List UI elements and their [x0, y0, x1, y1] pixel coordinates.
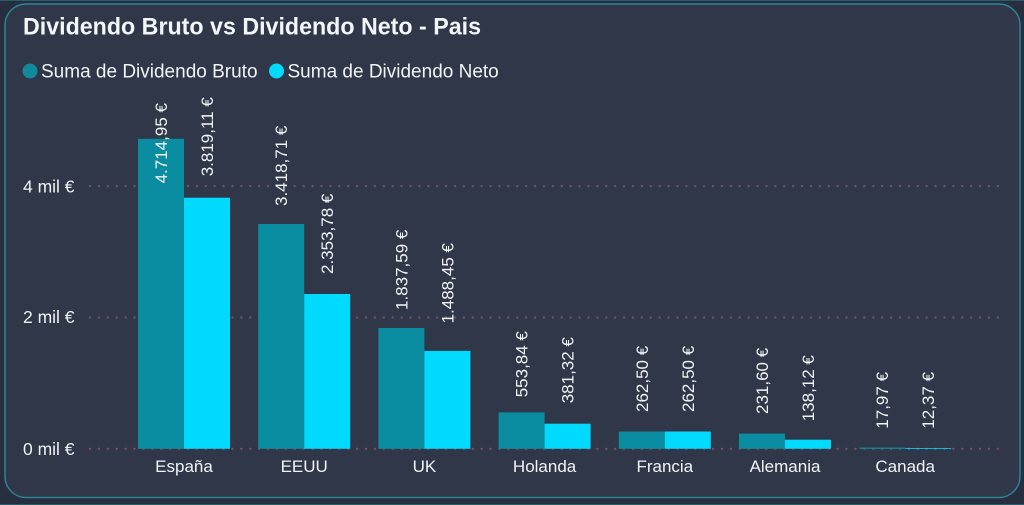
svg-text:231,60 €: 231,60 €	[753, 347, 772, 414]
svg-text:2 mil €: 2 mil €	[23, 307, 75, 327]
svg-text:España: España	[155, 457, 213, 476]
svg-text:138,12 €: 138,12 €	[799, 355, 818, 422]
svg-text:4.714,95 €: 4.714,95 €	[152, 103, 171, 184]
svg-text:553,84 €: 553,84 €	[513, 331, 532, 398]
svg-text:262,50 €: 262,50 €	[679, 345, 698, 412]
svg-text:Francia: Francia	[636, 457, 693, 476]
svg-text:2.353,78 €: 2.353,78 €	[318, 193, 337, 274]
svg-text:381,32 €: 381,32 €	[559, 337, 578, 404]
svg-text:Canada: Canada	[875, 457, 935, 476]
svg-text:Holanda: Holanda	[513, 457, 577, 476]
svg-text:EEUU: EEUU	[281, 457, 328, 476]
svg-text:1.837,59 €: 1.837,59 €	[392, 229, 411, 310]
svg-text:17,97 €: 17,97 €	[873, 371, 892, 428]
svg-text:Dividendo Bruto vs Dividendo N: Dividendo Bruto vs Dividendo Neto - Pais	[23, 13, 481, 40]
svg-text:Suma de Dividendo Neto: Suma de Dividendo Neto	[288, 62, 499, 83]
svg-text:12,37 €: 12,37 €	[919, 371, 938, 428]
svg-text:1.488,45 €: 1.488,45 €	[438, 243, 457, 324]
svg-text:Alemania: Alemania	[750, 457, 821, 476]
svg-text:0 mil €: 0 mil €	[23, 439, 75, 459]
svg-text:3.819,11 €: 3.819,11 €	[198, 97, 217, 177]
svg-text:4 mil €: 4 mil €	[23, 177, 75, 197]
svg-text:Suma de Dividendo Bruto: Suma de Dividendo Bruto	[41, 62, 258, 83]
svg-text:3.418,71 €: 3.418,71 €	[272, 125, 291, 206]
svg-text:262,50 €: 262,50 €	[633, 345, 652, 412]
svg-text:UK: UK	[413, 457, 437, 476]
